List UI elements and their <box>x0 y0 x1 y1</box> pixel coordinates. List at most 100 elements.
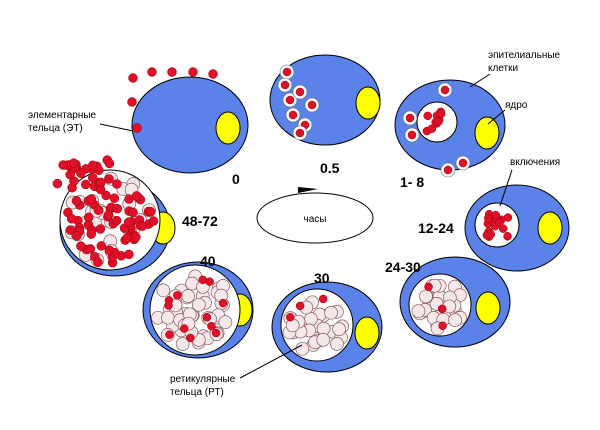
elementary-body <box>68 158 79 168</box>
label: тельца (РТ) <box>170 387 224 398</box>
pointer <box>499 169 513 207</box>
elementary-body <box>85 244 96 254</box>
elementary-body <box>491 210 501 220</box>
elementary-body <box>443 165 453 175</box>
stage-time: 1- 8 <box>400 174 424 190</box>
elementary-body <box>128 73 138 83</box>
elementary-body <box>434 117 443 126</box>
elementary-body <box>148 216 159 226</box>
nucleus <box>474 116 500 150</box>
elementary-body <box>437 304 447 314</box>
elementary-body <box>124 249 134 260</box>
elementary-body <box>103 210 114 220</box>
nucleus <box>537 211 563 245</box>
reticulate-body <box>411 304 426 318</box>
elementary-body <box>295 301 305 311</box>
elementary-body <box>95 224 106 234</box>
nucleus <box>354 316 380 350</box>
pointer <box>99 123 134 132</box>
label: клетки <box>488 63 518 74</box>
elementary-body <box>112 203 123 214</box>
elementary-body <box>83 212 94 223</box>
elementary-body <box>147 67 157 77</box>
reticulate-body <box>295 341 310 356</box>
elementary-body <box>436 109 446 119</box>
reticulate-body <box>448 313 462 327</box>
nucleus <box>475 291 501 325</box>
elementary-body <box>286 312 295 322</box>
elementary-body <box>65 225 76 235</box>
reticulate-body <box>218 315 233 330</box>
elementary-body <box>65 169 75 180</box>
elementary-body <box>495 218 504 227</box>
hours-label: часы <box>304 214 327 225</box>
elementary-body <box>438 321 447 331</box>
elementary-body <box>123 217 134 227</box>
label: эпителиальные <box>488 50 561 61</box>
stage-time: 24-30 <box>385 259 421 275</box>
label: включения <box>510 157 560 168</box>
reticulate-body <box>181 289 195 303</box>
elementary-body <box>424 282 433 292</box>
pointer <box>469 73 491 88</box>
label: ретикулярные <box>170 374 236 385</box>
elementary-body <box>111 215 122 226</box>
elementary-body <box>486 229 495 239</box>
elementary-body <box>146 206 156 217</box>
elementary-body <box>96 241 107 251</box>
elementary-body <box>307 100 317 110</box>
elementary-body <box>186 333 195 343</box>
cycle-arrow <box>298 187 318 193</box>
elementary-body <box>202 312 212 322</box>
elementary-body <box>88 173 98 183</box>
elementary-body <box>208 69 218 79</box>
elementary-body <box>207 321 216 331</box>
elementary-body <box>128 207 138 218</box>
elementary-body <box>407 130 417 140</box>
stage-time: 0 <box>232 171 240 187</box>
elementary-body <box>405 113 415 123</box>
elementary-body <box>131 232 141 242</box>
stage-time: 40 <box>200 253 216 269</box>
reticulate-body <box>419 289 433 304</box>
reticulate-body <box>332 322 346 336</box>
elementary-body <box>104 245 115 256</box>
elementary-body <box>137 221 148 231</box>
elementary-body <box>211 328 221 338</box>
elementary-body <box>93 257 103 268</box>
reticulate-body <box>191 297 206 312</box>
elementary-body <box>164 301 173 310</box>
elementary-body <box>127 97 137 107</box>
elementary-body <box>458 158 468 168</box>
elementary-body <box>76 168 86 178</box>
elementary-body <box>440 85 450 95</box>
elementary-body <box>112 179 122 189</box>
elementary-body <box>109 193 120 203</box>
pointer <box>239 344 303 379</box>
elementary-body <box>66 214 77 224</box>
elementary-body <box>104 158 115 169</box>
elementary-body <box>80 179 91 190</box>
elementary-body <box>88 160 98 171</box>
reticulate-body <box>330 337 344 351</box>
elementary-body <box>71 196 82 206</box>
nucleus <box>215 111 241 145</box>
elementary-body <box>179 324 189 333</box>
cycle-ellipse <box>256 192 374 244</box>
label: ядро <box>505 100 528 111</box>
stage-time: 30 <box>314 270 330 286</box>
cells <box>52 54 570 373</box>
elementary-body <box>122 233 132 244</box>
elementary-body <box>285 95 295 105</box>
elementary-body <box>86 194 97 205</box>
elementary-body <box>484 214 493 223</box>
label: тельца (ЭТ) <box>28 123 83 134</box>
reticulate-body <box>304 312 318 326</box>
elementary-body <box>173 291 182 300</box>
elementary-body <box>280 80 290 90</box>
stage-time: 48-72 <box>182 213 218 229</box>
elementary-body <box>295 87 305 97</box>
elementary-body <box>132 123 142 133</box>
elementary-body <box>295 128 305 138</box>
